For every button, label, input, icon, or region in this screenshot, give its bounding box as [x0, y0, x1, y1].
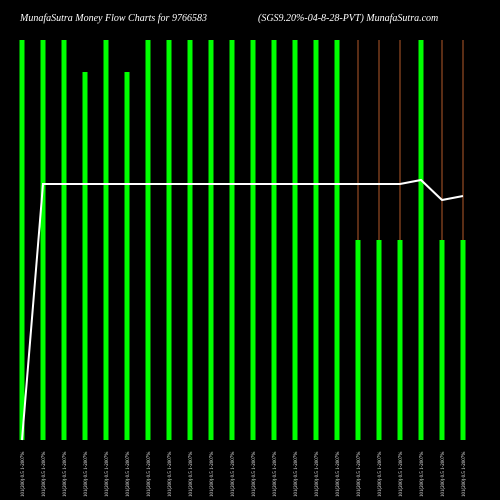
money-flow-bar — [19, 40, 25, 440]
x-tick-label: 101(200) 0.5 1-2007% — [168, 452, 173, 497]
x-tick-label: 101(200) 0.5 1-2007% — [378, 452, 383, 497]
chart-title: MunafaSutra Money Flow Charts for 976658… — [19, 13, 207, 24]
x-tick-label: 101(200) 0.5 1-2007% — [189, 452, 194, 497]
money-flow-bar — [103, 40, 109, 440]
money-flow-bar — [334, 40, 340, 440]
money-flow-bar — [271, 40, 277, 440]
x-tick-label: 101(200) 0.5 1-2007% — [42, 452, 47, 497]
x-tick-label: 101(200) 0.5 1-2007% — [21, 452, 26, 497]
money-flow-bar — [40, 40, 46, 440]
x-tick-label: 101(200) 0.5 1-2007% — [231, 452, 236, 497]
money-flow-bar — [229, 40, 235, 440]
x-tick-label: 101(200) 0.5 1-2007% — [84, 452, 89, 497]
x-tick-label: 101(200) 0.5 1-2007% — [420, 452, 425, 497]
x-tick-label: 101(200) 0.5 1-2007% — [147, 452, 152, 497]
x-tick-label: 101(200) 0.5 1-2007% — [273, 452, 278, 497]
money-flow-bar — [439, 240, 445, 440]
tick-label-layer: 101(200) 0.5 1-2007% 101(200) 0.5 1-2007%… — [21, 452, 467, 497]
price-line — [21, 178, 464, 441]
money-flow-bar — [355, 240, 361, 440]
x-tick-label: 101(200) 0.5 1-2007% — [462, 452, 467, 497]
x-tick-label: 101(200) 0.5 1-2007% — [252, 452, 257, 497]
x-tick-label: 101(200) 0.5 1-2007% — [126, 452, 131, 497]
money-flow-bar — [61, 40, 67, 440]
money-flow-bar — [166, 40, 172, 440]
x-tick-label: 101(200) 0.5 1-2007% — [294, 452, 299, 497]
money-flow-bar — [418, 40, 424, 440]
money-flow-bar — [82, 72, 88, 440]
bar-layer — [19, 40, 466, 440]
money-flow-bar — [292, 40, 298, 440]
money-flow-bar — [250, 40, 256, 440]
x-tick-label: 101(200) 0.5 1-2007% — [63, 452, 68, 497]
line-layer — [21, 178, 464, 441]
x-tick-label: 101(200) 0.5 1-2007% — [210, 452, 215, 497]
money-flow-bar — [124, 72, 130, 440]
money-flow-bar — [460, 240, 466, 440]
money-flow-bar — [208, 40, 214, 440]
x-tick-label: 101(200) 0.5 1-2007% — [357, 452, 362, 497]
money-flow-bar — [397, 240, 403, 440]
x-tick-label: 101(200) 0.5 1-2007% — [315, 452, 320, 497]
money-flow-bar — [313, 40, 319, 440]
chart-subtitle: (SGS9.20%-04-8-28-PVT) MunafaSutra.com — [258, 13, 438, 24]
money-flow-bar — [145, 40, 151, 440]
x-tick-label: 101(200) 0.5 1-2007% — [399, 452, 404, 497]
money-flow-bar — [187, 40, 193, 440]
x-tick-label: 101(200) 0.5 1-2007% — [441, 452, 446, 497]
x-tick-label: 101(200) 0.5 1-2007% — [336, 452, 341, 497]
x-tick-label: 101(200) 0.5 1-2007% — [105, 452, 110, 497]
money-flow-bar — [376, 240, 382, 440]
